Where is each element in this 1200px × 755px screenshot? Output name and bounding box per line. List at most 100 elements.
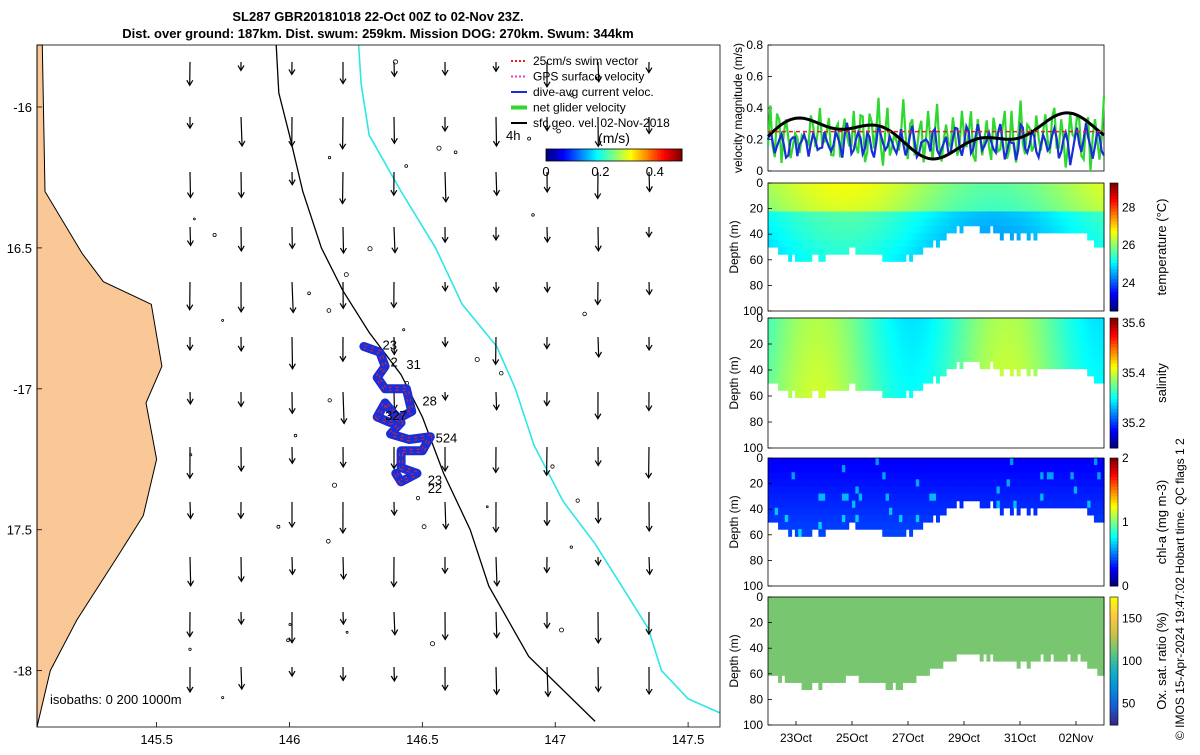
section-colorbar-swatch — [1110, 619, 1118, 623]
section-cell — [953, 361, 957, 369]
section-colorbar-swatch — [1110, 538, 1118, 542]
island-17 — [332, 483, 336, 487]
section-colorbar-swatch — [1110, 557, 1118, 561]
section-y-tick-label: 60 — [750, 253, 764, 267]
track-label-0: 23 — [383, 337, 397, 352]
section-colorbar-swatch — [1110, 567, 1118, 571]
geo-arrow-shaft — [496, 612, 497, 638]
section-colorbar-swatch — [1110, 298, 1118, 302]
island-7 — [528, 137, 531, 140]
island-20 — [328, 399, 331, 402]
section-cell — [1027, 369, 1031, 377]
section-cell — [909, 254, 913, 262]
section-cell — [788, 254, 792, 262]
section-colorbar-swatch — [1110, 196, 1118, 200]
section-cell — [1033, 508, 1037, 516]
section-colorbar-swatch — [1110, 225, 1118, 229]
section-cell — [943, 369, 947, 377]
legend-entry-3: net glider velocity — [533, 101, 626, 115]
section-colorbar-swatch — [1110, 295, 1118, 299]
section-cell — [926, 668, 930, 676]
section-colorbar-swatch — [1110, 484, 1118, 488]
section-y-tick-label: 80 — [750, 415, 764, 429]
island-3 — [416, 496, 419, 499]
section-cell — [1047, 654, 1051, 662]
section-cell — [818, 682, 822, 690]
section-cell — [902, 390, 906, 398]
section-colorbar-swatch — [1110, 544, 1118, 548]
section-cell — [1033, 233, 1037, 241]
section-colorbar-swatch — [1110, 205, 1118, 209]
section-cell — [1010, 508, 1014, 516]
section-colorbar-swatch — [1110, 493, 1118, 497]
section-colorbar-swatch — [1110, 257, 1118, 261]
section-colorbar-swatch — [1110, 512, 1118, 516]
geo-arrow-shaft — [190, 557, 191, 586]
section-cell — [919, 383, 923, 391]
section-cell — [1037, 654, 1041, 662]
section-colorbar-swatch — [1110, 377, 1118, 381]
legend-entry-0: 25cm/s swim vector — [533, 54, 638, 68]
section-colorbar-swatch — [1110, 632, 1118, 636]
section-colorbar-swatch — [1110, 202, 1118, 206]
track-label-3: 28 — [422, 394, 436, 409]
section-cell — [943, 233, 947, 241]
section-colorbar-swatch — [1110, 464, 1118, 468]
section-colorbar-swatch — [1110, 597, 1118, 601]
section-colorbar-swatch — [1110, 461, 1118, 465]
section-cell — [986, 501, 990, 509]
geo-arrow-shaft — [292, 557, 293, 574]
section-colorbar-swatch — [1110, 432, 1118, 436]
section-cell — [936, 376, 940, 384]
section-colorbar-swatch — [1110, 645, 1118, 649]
section-y-tick-label: 80 — [750, 692, 764, 706]
section-colorbar-swatch — [1110, 683, 1118, 687]
geo-arrow-shaft — [190, 502, 191, 518]
section-colorbar-tick-label: 26 — [1122, 238, 1136, 252]
island-31 — [437, 146, 441, 150]
section-colorbar-swatch — [1110, 471, 1118, 475]
section-colorbar-swatch — [1110, 373, 1118, 377]
section-colorbar-swatch — [1110, 477, 1118, 481]
section-colorbar-swatch — [1110, 719, 1118, 723]
section-colorbar-swatch — [1110, 506, 1118, 510]
section-colorbar-swatch — [1110, 658, 1118, 662]
section-colorbar-tick-label: 2 — [1122, 451, 1129, 465]
section-y-tick-label: 20 — [750, 616, 764, 630]
map-x-tick-label: 146 — [279, 732, 301, 747]
section-colorbar-swatch — [1110, 357, 1118, 361]
geo-arrow-shaft — [496, 667, 497, 694]
section-cell — [808, 390, 812, 398]
section-cell — [929, 515, 933, 523]
legend-entry-1: GPS surface velocity — [533, 70, 644, 84]
section-cell — [1010, 369, 1014, 377]
section-y-tick-label: 20 — [750, 477, 764, 491]
velocity-y-axis-label: velocity magnitude (m/s) — [731, 43, 745, 173]
section-colorbar-swatch — [1110, 360, 1118, 364]
section-colorbar-swatch — [1110, 541, 1118, 545]
section-y-tick-label: 40 — [750, 227, 764, 241]
section-colorbar-tick-label: 150 — [1122, 611, 1142, 625]
section-y-tick-label: 0 — [756, 590, 763, 604]
section-colorbar-swatch — [1110, 490, 1118, 494]
section-y-tick-label: 40 — [750, 363, 764, 377]
section-colorbar-swatch — [1110, 564, 1118, 568]
section-cell — [808, 529, 812, 537]
island-33 — [570, 546, 572, 548]
section-colorbar-swatch — [1110, 532, 1118, 536]
section-y-axis-label: Depth (m) — [727, 495, 741, 548]
section-colorbar-tick-label: 50 — [1122, 697, 1136, 711]
section-colorbar-swatch — [1110, 282, 1118, 286]
section-cell — [902, 529, 906, 537]
section-colorbar-swatch — [1110, 269, 1118, 273]
map-x-tick-label: 146.5 — [406, 732, 439, 747]
section-colorbar-swatch — [1110, 228, 1118, 232]
section-colorbar-swatch — [1110, 706, 1118, 710]
section-colorbar-swatch — [1110, 576, 1118, 580]
section-cell — [845, 383, 849, 391]
figure-title-line1: SL287 GBR20181018 22-Oct 00Z to 02-Nov 2… — [232, 9, 523, 24]
